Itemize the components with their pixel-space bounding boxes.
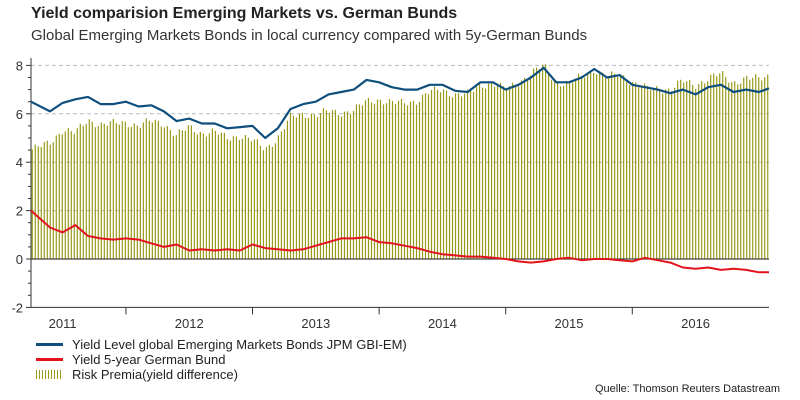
em-yield-line [30,66,770,140]
legend-item-em: Yield Level global Emerging Markets Bond… [36,337,407,352]
y-tick-label: 6 [16,107,23,122]
y-tick-label: 8 [16,58,23,73]
chart-subtitle: Global Emerging Markets Bonds in local c… [31,27,588,44]
y-tick-label: 0 [16,252,23,267]
legend-swatch-premia [36,370,63,379]
x-tick-label: 2012 [175,316,204,331]
legend-swatch-em [36,343,63,346]
legend: Yield Level global Emerging Markets Bond… [36,337,407,382]
legend-item-premia: Risk Premia(yield difference) [36,367,407,382]
y-tick-label: -2 [11,300,23,315]
y-tick-label: 2 [16,204,23,219]
x-tick-label: 2015 [555,316,584,331]
legend-label-em: Yield Level global Emerging Markets Bond… [72,337,407,352]
source-note: Quelle: Thomson Reuters Datastream [594,383,780,395]
tick-labels: -2 0 2 4 6 8 2011 2012 2013 2014 2015 2016 [11,58,710,331]
grid-lines [31,64,769,212]
series-lines [30,66,770,274]
chart-title: Yield comparision Emerging Markets vs. G… [31,5,458,22]
legend-swatch-bund [36,358,63,361]
legend-label-bund: Yield 5-year German Bund [72,352,226,367]
legend-item-bund: Yield 5-year German Bund [36,352,407,367]
y-tick-label: 4 [16,155,23,170]
legend-label-premia: Risk Premia(yield difference) [72,367,238,382]
x-tick-label: 2016 [681,316,710,331]
x-tick-label: 2013 [301,316,330,331]
risk-premia-bars [31,64,769,259]
bund-yield-line [30,209,769,274]
x-tick-label: 2011 [49,316,77,331]
x-tick-label: 2014 [428,316,457,331]
